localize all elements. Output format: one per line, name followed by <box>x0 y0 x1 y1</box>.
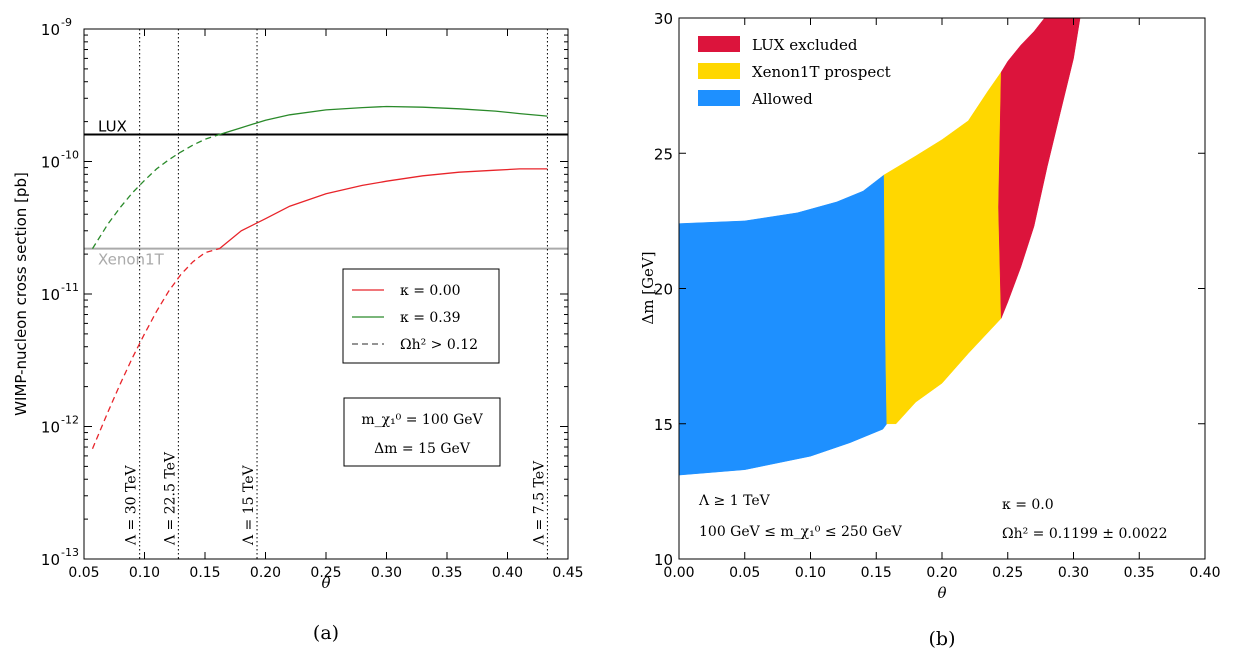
panel-b: 0.00 0.05 0.10 0.15 0.20 0.25 0.30 0.35 0.40 10 15… <box>639 10 1221 650</box>
x-tick-label-b: 0.25 <box>992 565 1023 581</box>
y-axis-label-b: Δm [GeV] <box>639 251 657 324</box>
annotation-mass-range: 100 GeV ≤ m_χ₁⁰ ≤ 250 GeV <box>699 524 903 540</box>
x-tick-label-a: 0.30 <box>371 565 402 581</box>
x-tick-label-a: 0.40 <box>492 565 523 581</box>
info-mass: m_χ₁⁰ = 100 GeV <box>361 412 483 428</box>
y-tick-exponent-a: -10 <box>61 149 79 162</box>
x-tick-label-b: 0.00 <box>663 565 694 581</box>
y-axis-label-a: WIMP-nucleon cross section [pb] <box>12 172 30 416</box>
x-tick-label-b: 0.35 <box>1124 565 1155 581</box>
legend-label-a: κ = 0.39 <box>400 310 461 326</box>
x-axis-label-b: θ <box>937 584 946 602</box>
x-tick-label-b: 0.05 <box>729 565 760 581</box>
y-tick-label-b: 20 <box>654 281 673 299</box>
x-tick-label-b: 0.20 <box>926 565 957 581</box>
info-box-frame <box>343 397 501 467</box>
legend-b: LUX excluded Xenon1T prospect Allowed <box>698 36 891 108</box>
legend-label-b: Allowed <box>751 90 813 108</box>
x-tick-label-a: 0.05 <box>68 565 99 581</box>
x-tick-label-a: 0.10 <box>129 565 160 581</box>
vline-label: Λ = 30 TeV <box>124 464 140 546</box>
legend-swatch-b <box>698 36 740 52</box>
vline-label: Λ = 15 TeV <box>241 464 257 546</box>
x-tick-label-a: 0.35 <box>431 565 462 581</box>
y-tick-label-b: 10 <box>654 551 673 569</box>
x-tick-label-a: 0.15 <box>189 565 220 581</box>
info-box-a: m_χ₁⁰ = 100 GeV Δm = 15 GeV <box>343 397 501 467</box>
vline-label: Λ = 7.5 TeV <box>531 460 547 546</box>
region-lux-excluded <box>998 17 1081 319</box>
x-tick-label-a: 0.45 <box>552 565 583 581</box>
y-tick-exponent-a: -11 <box>61 281 79 294</box>
annotation-lambda: Λ ≥ 1 TeV <box>698 493 771 509</box>
x-tick-label-b: 0.15 <box>861 565 892 581</box>
x-tick-label-b: 0.10 <box>795 565 826 581</box>
info-dm: Δm = 15 GeV <box>374 441 471 457</box>
caption-b: (b) <box>929 628 956 650</box>
y-tick-exponent-a: -13 <box>61 546 79 559</box>
x-tick-label-a: 0.25 <box>310 565 341 581</box>
legend-label-b: Xenon1T prospect <box>752 63 891 81</box>
legend-label-a: κ = 0.00 <box>400 283 461 299</box>
legend-a: κ = 0.00 κ = 0.39 Ωh² > 0.12 <box>342 268 500 364</box>
x-tick-label-b: 0.30 <box>1058 565 1089 581</box>
region-allowed <box>678 174 888 476</box>
y-tick-label-b: 25 <box>654 145 673 163</box>
hline-label-lux: LUX <box>98 117 127 135</box>
y-tick-base-a: 10 <box>41 21 60 39</box>
series-solid-0 <box>219 168 548 250</box>
y-tick-exponent-a: -9 <box>61 16 72 29</box>
panel-a: LUX Xenon1T Λ = 30 TeV Λ = 22.5 TeV Λ = 15 … <box>12 16 584 644</box>
vline-label: Λ = 22.5 TeV <box>162 451 178 546</box>
annotation-relic: Ωh² = 0.1199 ± 0.0022 <box>1002 526 1167 542</box>
legend-swatch-b <box>698 90 740 106</box>
series-solid-1 <box>219 105 548 136</box>
caption-a: (a) <box>313 622 339 644</box>
y-tick-base-a: 10 <box>41 419 60 437</box>
x-tick-label-b: 0.40 <box>1189 565 1220 581</box>
y-tick-base-a: 10 <box>41 154 60 172</box>
y-tick-label-b: 15 <box>654 416 673 434</box>
legend-swatch-b <box>698 63 740 79</box>
region-xenon1t-prospect <box>883 71 1002 425</box>
legend-box-a <box>342 268 500 364</box>
y-tick-base-a: 10 <box>41 286 60 304</box>
y-tick-base-a: 10 <box>41 551 60 569</box>
x-tick-label-a: 0.20 <box>250 565 281 581</box>
y-tick-label-b: 30 <box>654 10 673 28</box>
legend-label-b: LUX excluded <box>752 36 858 54</box>
hline-label-xenon1t: Xenon1T <box>98 251 165 269</box>
annotation-kappa: κ = 0.0 <box>1002 497 1054 513</box>
series-dashed-0 <box>91 247 220 449</box>
series-dashed-1 <box>91 133 220 249</box>
legend-label-a: Ωh² > 0.12 <box>400 337 478 353</box>
x-axis-label-a: θ <box>321 574 330 592</box>
y-tick-exponent-a: -12 <box>61 414 79 427</box>
